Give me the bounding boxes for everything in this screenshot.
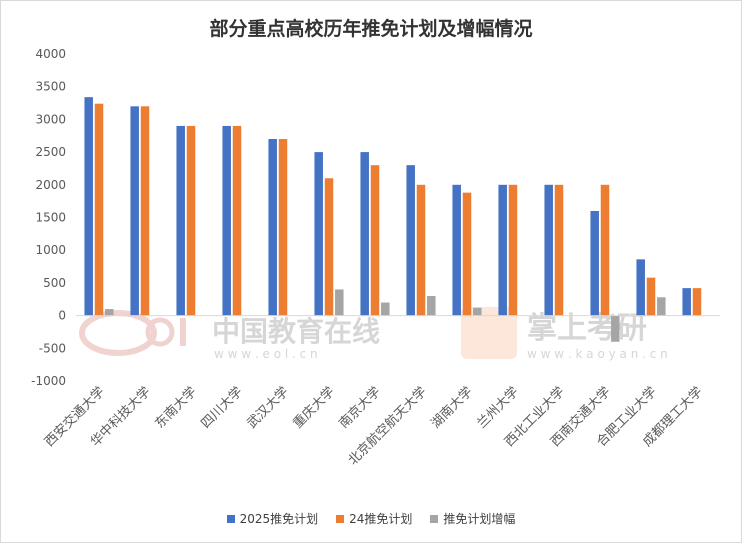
bars xyxy=(84,97,702,342)
x-tick-label: 东南大学 xyxy=(152,384,200,432)
x-tick-label: 南京大学 xyxy=(336,384,384,432)
y-tick-label: 1500 xyxy=(35,211,66,225)
y-tick-label: 2500 xyxy=(35,145,66,159)
bar-series-3 xyxy=(473,307,482,316)
bar-series-3 xyxy=(427,295,436,316)
chart-legend: 2025推免计划 24推免计划 推免计划增幅 xyxy=(0,510,742,527)
bar-series-1 xyxy=(590,210,599,316)
legend-item: 2025推免计划 xyxy=(226,510,319,527)
eol-watermark-url: w w w . e o l . c n xyxy=(214,347,318,361)
x-tick-label: 重庆大学 xyxy=(290,384,338,432)
y-tick-label: 3500 xyxy=(35,80,66,94)
y-axis: 4000 3500 3000 2500 2000 1500 1000 500 0 -500 -100… xyxy=(31,47,66,388)
bar-series-3 xyxy=(381,302,390,316)
y-tick-label: -1000 xyxy=(31,374,66,388)
bar-series-2 xyxy=(140,106,150,316)
y-tick-label: 2000 xyxy=(35,178,66,192)
bar-series-2 xyxy=(462,192,472,316)
bar-series-1 xyxy=(360,152,369,316)
bar-series-1 xyxy=(84,97,93,316)
legend-swatch xyxy=(430,514,439,523)
bar-series-2 xyxy=(186,125,196,316)
bar-series-2 xyxy=(232,125,242,316)
y-tick-label: 0 xyxy=(58,309,66,323)
y-tick-label: -500 xyxy=(39,341,66,355)
bar-series-1 xyxy=(636,259,645,316)
bar-series-1 xyxy=(314,152,323,316)
bar-series-2 xyxy=(416,184,426,316)
legend-label: 24推免计划 xyxy=(349,512,413,526)
legend-item: 24推免计划 xyxy=(336,510,412,527)
kaoyan-logo xyxy=(461,307,517,359)
bar-series-1 xyxy=(222,125,231,316)
bar-series-2 xyxy=(508,184,518,316)
x-tick-label: 武汉大学 xyxy=(244,384,292,432)
legend-label: 推免计划增幅 xyxy=(443,512,516,526)
y-tick-label: 4000 xyxy=(35,47,66,61)
watermark-layer: 中国教育在线 w w w . e o l . c n 掌上考研 w w w . … xyxy=(79,307,668,361)
y-tick-label: 3000 xyxy=(35,112,66,126)
bar-series-3 xyxy=(657,297,666,316)
eol-watermark-text: 中国教育在线 xyxy=(212,315,380,348)
bar-series-1 xyxy=(130,106,139,316)
bar-series-1 xyxy=(682,288,691,316)
y-tick-label: 1000 xyxy=(35,243,66,257)
bar-series-1 xyxy=(544,184,553,316)
legend-item: 推免计划增幅 xyxy=(430,510,515,527)
bar-series-3 xyxy=(611,315,620,342)
x-tick-label: 兰州大学 xyxy=(474,384,522,432)
bar-series-2 xyxy=(94,103,104,316)
bar-series-2 xyxy=(600,184,610,316)
bar-series-2 xyxy=(324,178,334,316)
bar-series-1 xyxy=(268,139,277,316)
bar-series-1 xyxy=(452,184,461,316)
bar-series-1 xyxy=(176,125,185,316)
legend-label: 2025推免计划 xyxy=(239,512,319,526)
x-tick-label: 四川大学 xyxy=(198,384,246,432)
bar-series-2 xyxy=(278,139,288,316)
x-tick-label: 湖南大学 xyxy=(428,384,476,432)
kaoyan-watermark-text: 掌上考研 xyxy=(527,311,647,346)
bar-series-1 xyxy=(406,165,415,316)
bar-series-1 xyxy=(498,184,507,316)
legend-swatch xyxy=(226,514,235,523)
bar-series-2 xyxy=(554,184,564,316)
legend-swatch xyxy=(336,514,345,523)
bar-series-2 xyxy=(692,288,702,316)
chart-title: 部分重点高校历年推免计划及增幅情况 xyxy=(209,18,533,40)
bar-series-3 xyxy=(105,309,114,316)
bar-series-3 xyxy=(335,289,344,316)
kaoyan-watermark-url: w w w . k a o y a n . c n xyxy=(527,347,668,361)
eol-logo xyxy=(79,310,186,356)
y-tick-label: 500 xyxy=(43,276,66,290)
bar-series-2 xyxy=(646,277,656,316)
bar-series-2 xyxy=(370,165,380,316)
x-tick-label: 北京航空航天大学 xyxy=(345,384,430,469)
